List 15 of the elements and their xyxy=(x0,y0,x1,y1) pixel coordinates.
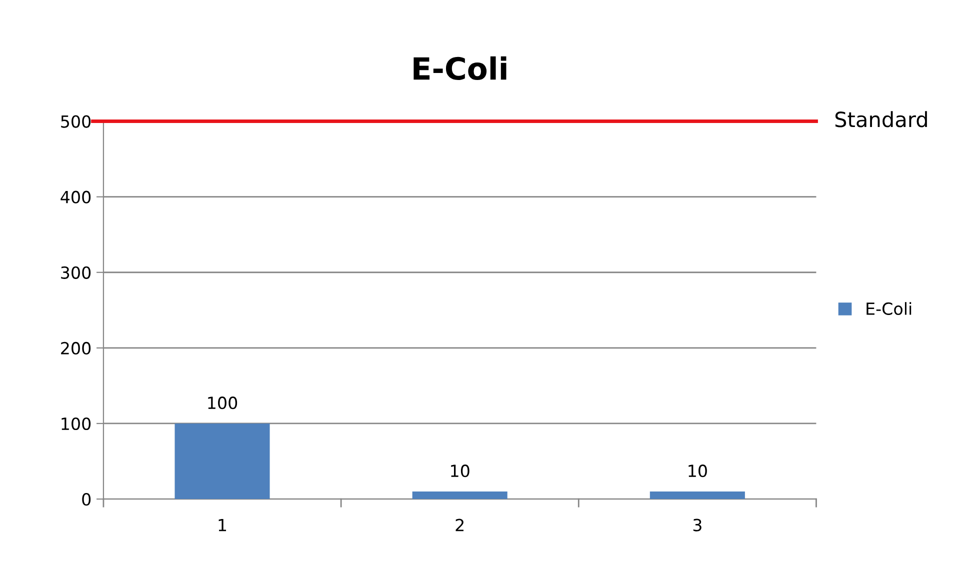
y-tick-label: 0 xyxy=(82,493,91,506)
y-tick-label: 400 xyxy=(60,190,91,204)
data-label: 10 xyxy=(451,464,470,478)
legend-label: E-Coli xyxy=(866,302,912,315)
x-tick-label: 3 xyxy=(693,518,702,532)
data-label: 10 xyxy=(688,464,707,478)
y-tick-label: 100 xyxy=(62,417,91,430)
y-tick-label: 500 xyxy=(61,115,91,128)
data-label: 100 xyxy=(208,396,238,410)
y-tick-label: 300 xyxy=(61,266,91,279)
y-tick-label: 200 xyxy=(61,342,91,355)
chart-title: E-Coli xyxy=(414,56,506,80)
x-tick-label: 2 xyxy=(456,518,464,532)
ref-line-label: Standard xyxy=(835,111,927,128)
x-tick-label: 1 xyxy=(218,519,226,532)
